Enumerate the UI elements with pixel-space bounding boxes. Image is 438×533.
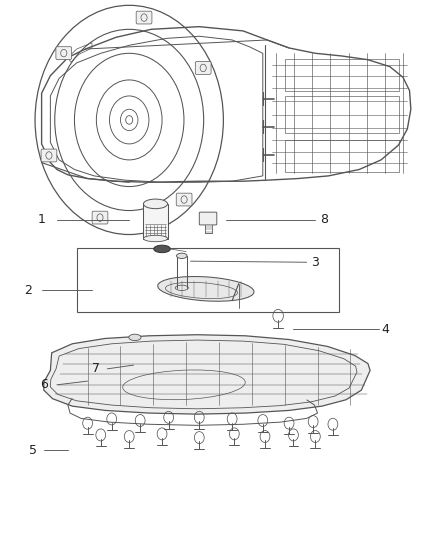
Text: 5: 5 — [29, 444, 37, 457]
Bar — [285, 96, 399, 133]
Ellipse shape — [177, 253, 187, 259]
Text: 7: 7 — [92, 362, 100, 375]
FancyBboxPatch shape — [41, 149, 57, 162]
Text: 6: 6 — [40, 378, 48, 391]
Bar — [143, 204, 167, 239]
Bar — [77, 248, 339, 312]
Text: 8: 8 — [320, 213, 328, 226]
Ellipse shape — [154, 245, 170, 253]
Bar — [285, 140, 399, 172]
FancyBboxPatch shape — [176, 193, 192, 206]
Text: 1: 1 — [38, 213, 46, 226]
Text: 3: 3 — [311, 256, 319, 269]
Ellipse shape — [158, 277, 254, 301]
FancyBboxPatch shape — [92, 211, 108, 224]
Bar — [285, 59, 399, 91]
Text: 2: 2 — [25, 284, 32, 297]
Ellipse shape — [143, 199, 167, 209]
Text: 4: 4 — [381, 323, 389, 336]
FancyBboxPatch shape — [136, 11, 152, 24]
FancyBboxPatch shape — [56, 47, 72, 60]
Ellipse shape — [129, 334, 141, 341]
FancyBboxPatch shape — [199, 212, 217, 225]
Polygon shape — [44, 335, 370, 414]
FancyBboxPatch shape — [195, 61, 211, 74]
Ellipse shape — [143, 236, 167, 241]
